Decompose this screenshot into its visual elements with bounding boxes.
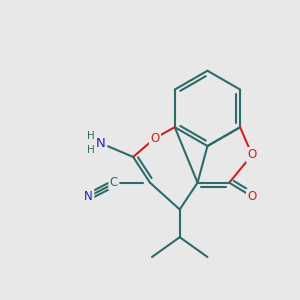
Text: H: H bbox=[87, 146, 95, 155]
Text: O: O bbox=[248, 190, 257, 203]
Text: N: N bbox=[96, 136, 105, 150]
Text: O: O bbox=[150, 132, 160, 145]
Text: H: H bbox=[87, 130, 95, 141]
Text: O: O bbox=[248, 148, 257, 161]
Text: C: C bbox=[110, 176, 118, 189]
Text: N: N bbox=[84, 190, 93, 203]
